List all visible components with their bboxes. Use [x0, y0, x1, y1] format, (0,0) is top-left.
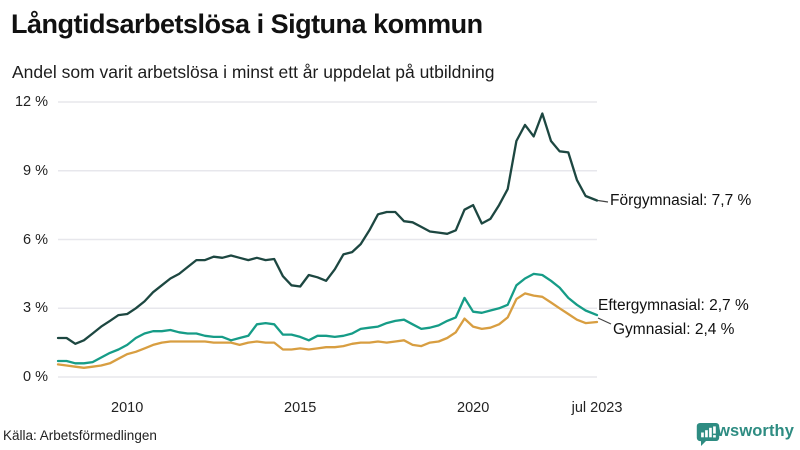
bar-glyph [708, 427, 712, 438]
exclamation-dot-glyph [712, 435, 716, 438]
x-tick-label: 2015 [284, 400, 317, 416]
bar-glyph [704, 430, 708, 438]
y-tick-label: 3 % [23, 300, 48, 317]
bar-glyph [700, 432, 704, 438]
x-tick-label: jul 2023 [571, 400, 623, 416]
x-tick-label: 2010 [111, 400, 144, 416]
label-leader-line [597, 317, 612, 325]
y-tick-label: 6 % [23, 231, 48, 248]
y-tick-label: 0 % [23, 369, 48, 385]
y-tick-label: 12 % [14, 94, 48, 110]
x-tick-label: 2020 [457, 400, 490, 416]
series-label-eftergymnasial: Eftergymnasial: 2,7 % [598, 297, 749, 314]
source-note: Källa: Arbetsförmedlingen [3, 428, 157, 443]
y-tick-label: 9 % [23, 162, 48, 179]
bar-chart-speech-bubble-icon [696, 423, 720, 446]
brand-name: Newsworthy [695, 422, 794, 440]
newsworthy-logo: Newsworthy [695, 422, 794, 446]
series-label-forgymnasial: Förgymnasial: 7,7 % [610, 192, 752, 209]
exclamation-bar-glyph [712, 426, 716, 434]
speech-bubble-shape [696, 423, 720, 446]
chart-title: Långtidsarbetslösa i Sigtuna kommun [11, 9, 483, 39]
series-line-eftergymnasial [56, 272, 599, 365]
series-line-gymnasial [56, 292, 599, 369]
series-label-gymnasial: Gymnasial: 2,4 % [613, 321, 735, 338]
label-leader-line [597, 199, 609, 203]
series-line-förgymnasial [56, 112, 599, 345]
chart-subtitle: Andel som varit arbetslösa i minst ett å… [12, 62, 495, 82]
